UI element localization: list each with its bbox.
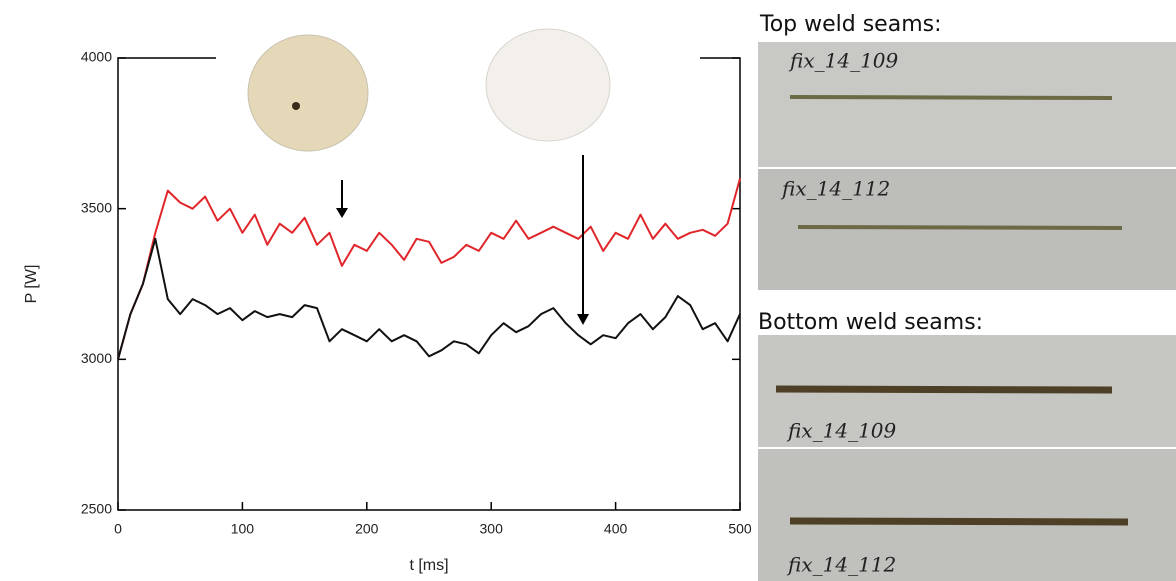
disk-photos: [216, 28, 700, 325]
data-line: [117, 237, 741, 360]
y-tick-label: 3000: [81, 350, 112, 366]
x-tick-label: 200: [355, 521, 379, 537]
photo-title: Bottom weld seams:: [758, 310, 983, 335]
x-tick-label: 100: [231, 521, 255, 537]
photo: [758, 449, 1176, 581]
plot: 2500 3000 3500 4000 0 100 200 300 400 500 t [ms] P …: [23, 49, 752, 575]
plot-frame: [117, 57, 741, 511]
seam: [775, 385, 1113, 394]
disk-photo: [485, 28, 611, 142]
photo-title: Top weld seams:: [759, 12, 942, 37]
photo-label: fix_14_112: [786, 553, 896, 577]
data-line: [117, 178, 741, 360]
x-tick-label: 400: [604, 521, 628, 537]
y-axis-label: P [W]: [23, 265, 40, 304]
photo-panels: Top weld seams: Bottom weld seams: fix_1…: [758, 12, 1176, 581]
photo-label: fix_14_109: [786, 419, 897, 443]
seam: [797, 225, 1123, 230]
y-tick-label: 3500: [81, 199, 112, 215]
x-tick-label: 0: [114, 521, 122, 537]
x-tick-label: 500: [728, 521, 752, 537]
photo: [758, 42, 1176, 167]
arrow-head: [577, 314, 589, 325]
seam: [789, 95, 1113, 100]
spot: [292, 102, 300, 110]
arrow-head: [336, 208, 348, 218]
y-tick-label: 2500: [81, 501, 112, 517]
photo-label: fix_14_112: [780, 177, 890, 201]
x-tick-label: 300: [480, 521, 504, 537]
x-axis-label: t [ms]: [409, 557, 448, 574]
y-tick-label: 4000: [81, 49, 112, 65]
disk-photo: [247, 34, 369, 152]
seam: [789, 517, 1129, 526]
photo-label: fix_14_109: [788, 49, 899, 73]
